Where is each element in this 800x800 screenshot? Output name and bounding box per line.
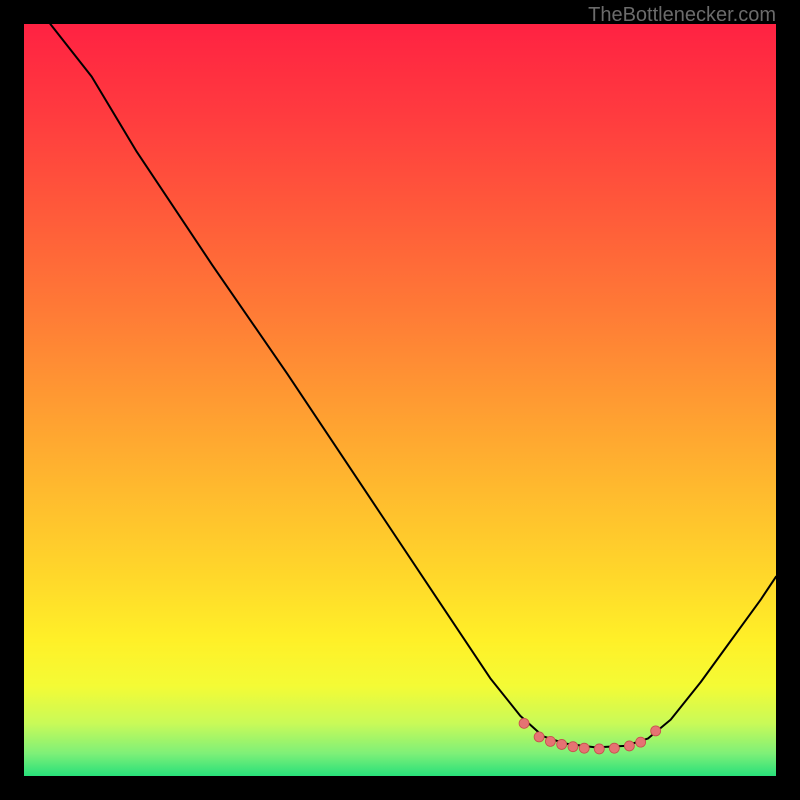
curve-marker [594,744,604,754]
curve-marker [545,736,555,746]
chart-plot-area [24,24,776,776]
curve-marker [568,742,578,752]
curve-marker [534,732,544,742]
watermark-text: TheBottlenecker.com [588,4,776,27]
curve-marker [557,739,567,749]
curve-marker [636,737,646,747]
chart-background [24,24,776,776]
curve-marker [651,726,661,736]
curve-marker [624,741,634,751]
chart-svg [24,24,776,776]
curve-marker [609,743,619,753]
curve-marker [579,743,589,753]
curve-marker [519,718,529,728]
